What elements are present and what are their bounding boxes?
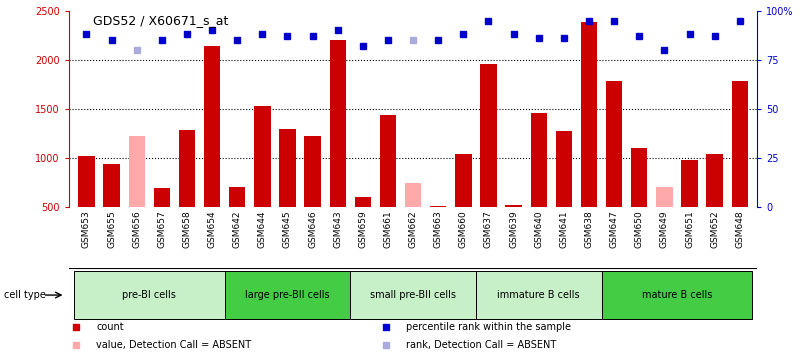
FancyBboxPatch shape bbox=[602, 271, 752, 318]
Bar bbox=[254, 106, 271, 256]
Text: GSM655: GSM655 bbox=[107, 210, 116, 248]
Bar bbox=[581, 22, 597, 256]
Bar bbox=[179, 130, 195, 256]
Bar bbox=[204, 46, 220, 256]
Text: large pre-BII cells: large pre-BII cells bbox=[245, 290, 330, 300]
Text: cell type: cell type bbox=[4, 290, 46, 300]
Bar bbox=[455, 154, 471, 256]
Text: pre-BI cells: pre-BI cells bbox=[122, 290, 177, 300]
Text: GSM637: GSM637 bbox=[484, 210, 493, 248]
Text: GSM647: GSM647 bbox=[610, 210, 619, 248]
Bar bbox=[405, 182, 421, 256]
Text: GDS52 / X60671_s_at: GDS52 / X60671_s_at bbox=[93, 14, 228, 27]
Text: immature B cells: immature B cells bbox=[497, 290, 580, 300]
Text: GSM641: GSM641 bbox=[560, 210, 569, 248]
Text: GSM640: GSM640 bbox=[535, 210, 544, 248]
Bar bbox=[104, 164, 120, 256]
Bar bbox=[129, 136, 145, 256]
Bar bbox=[154, 188, 170, 256]
Text: GSM651: GSM651 bbox=[685, 210, 694, 248]
Bar bbox=[531, 113, 547, 256]
Bar bbox=[430, 206, 446, 256]
Bar bbox=[380, 115, 396, 256]
Bar bbox=[556, 131, 572, 256]
Bar bbox=[631, 148, 647, 256]
Text: GSM653: GSM653 bbox=[82, 210, 91, 248]
FancyBboxPatch shape bbox=[74, 271, 224, 318]
Text: GSM659: GSM659 bbox=[358, 210, 368, 248]
Bar bbox=[229, 187, 245, 256]
Bar bbox=[330, 40, 346, 256]
FancyBboxPatch shape bbox=[224, 271, 350, 318]
Bar bbox=[656, 187, 672, 256]
Text: GSM649: GSM649 bbox=[660, 210, 669, 248]
Text: small pre-BII cells: small pre-BII cells bbox=[370, 290, 456, 300]
Bar bbox=[706, 154, 723, 256]
Text: GSM658: GSM658 bbox=[182, 210, 191, 248]
Bar bbox=[279, 129, 296, 256]
Text: GSM645: GSM645 bbox=[283, 210, 292, 248]
Text: count: count bbox=[96, 322, 124, 332]
Text: GSM646: GSM646 bbox=[308, 210, 317, 248]
Text: GSM648: GSM648 bbox=[735, 210, 744, 248]
Bar bbox=[505, 205, 522, 256]
Text: GSM642: GSM642 bbox=[232, 210, 241, 248]
Text: GSM661: GSM661 bbox=[383, 210, 393, 248]
FancyBboxPatch shape bbox=[350, 271, 476, 318]
Text: rank, Detection Call = ABSENT: rank, Detection Call = ABSENT bbox=[407, 340, 556, 350]
Text: GSM660: GSM660 bbox=[458, 210, 468, 248]
Text: GSM643: GSM643 bbox=[333, 210, 342, 248]
Bar bbox=[731, 81, 748, 256]
Text: GSM652: GSM652 bbox=[710, 210, 719, 248]
Bar bbox=[79, 156, 95, 256]
Text: GSM644: GSM644 bbox=[258, 210, 266, 248]
Text: mature B cells: mature B cells bbox=[642, 290, 712, 300]
Text: percentile rank within the sample: percentile rank within the sample bbox=[407, 322, 571, 332]
Text: GSM654: GSM654 bbox=[207, 210, 216, 248]
Bar bbox=[606, 81, 622, 256]
Text: GSM663: GSM663 bbox=[433, 210, 443, 248]
Text: value, Detection Call = ABSENT: value, Detection Call = ABSENT bbox=[96, 340, 252, 350]
Text: GSM638: GSM638 bbox=[585, 210, 594, 248]
Bar bbox=[305, 136, 321, 256]
Text: GSM656: GSM656 bbox=[132, 210, 141, 248]
Bar bbox=[681, 160, 697, 256]
Bar bbox=[480, 64, 497, 256]
Bar bbox=[355, 197, 371, 256]
Text: GSM650: GSM650 bbox=[635, 210, 644, 248]
FancyBboxPatch shape bbox=[476, 271, 602, 318]
Text: GSM657: GSM657 bbox=[157, 210, 166, 248]
Text: GSM662: GSM662 bbox=[408, 210, 418, 248]
Text: GSM639: GSM639 bbox=[509, 210, 518, 248]
